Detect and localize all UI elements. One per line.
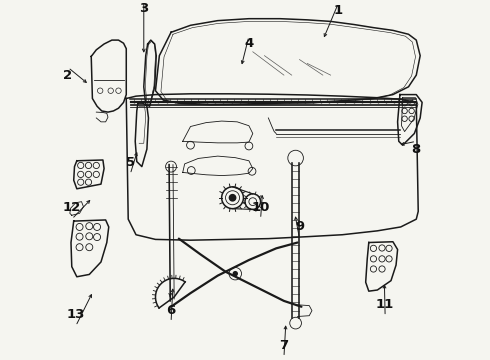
Text: 5: 5 [125,156,135,169]
Text: 12: 12 [63,201,81,214]
Text: 13: 13 [67,308,85,321]
Text: 3: 3 [139,3,148,15]
Text: 7: 7 [279,339,289,352]
Text: 10: 10 [251,201,270,214]
Circle shape [233,271,238,276]
Text: 2: 2 [63,69,73,82]
Text: 4: 4 [245,37,253,50]
Text: 1: 1 [334,4,343,17]
Text: 9: 9 [295,220,304,233]
Circle shape [229,195,236,201]
Text: 11: 11 [376,298,394,311]
Text: 6: 6 [167,304,175,317]
Text: 8: 8 [412,143,421,156]
